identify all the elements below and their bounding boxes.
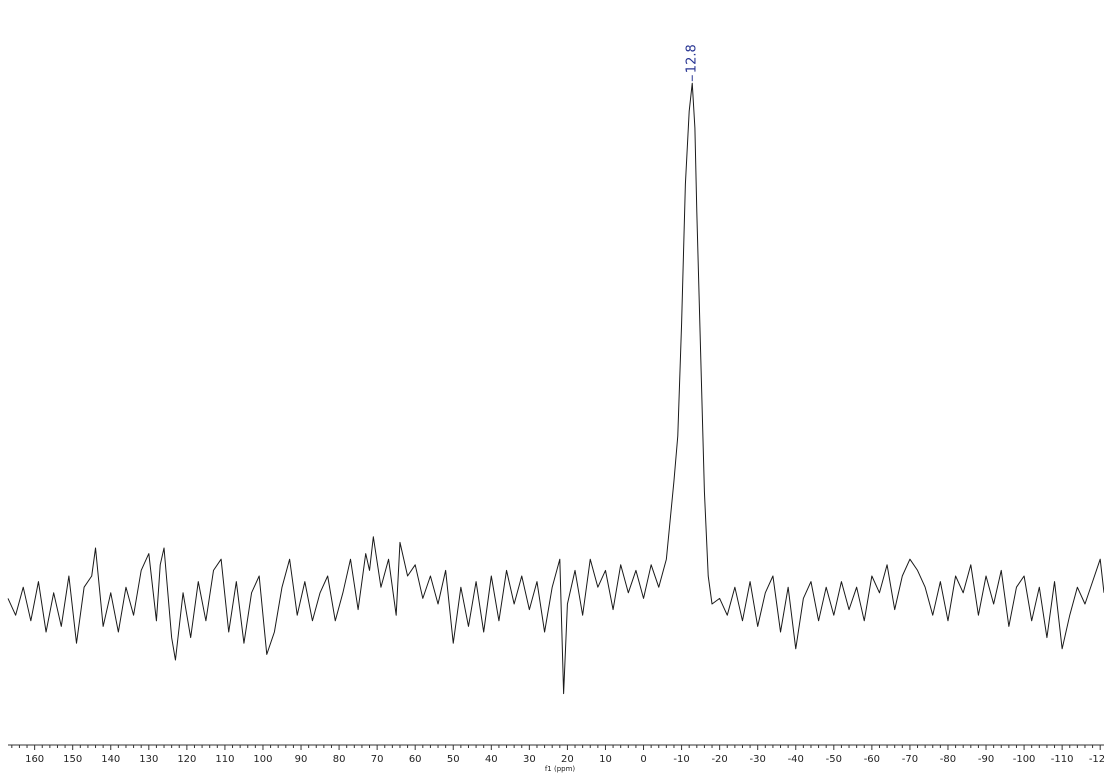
x-tick-label: -110 — [1051, 754, 1074, 765]
x-tick-label: 90 — [295, 754, 308, 765]
x-tick-label: 20 — [561, 754, 574, 765]
x-tick-label: 0 — [640, 754, 646, 765]
x-tick-label: 130 — [139, 754, 158, 765]
peak-annotation: 12.8 — [685, 44, 700, 82]
x-tick-label: -50 — [826, 754, 842, 765]
x-tick-label: 40 — [485, 754, 498, 765]
trace-layer — [7, 82, 1104, 695]
x-tick-label: -10 — [673, 754, 689, 765]
x-tick-label: -70 — [902, 754, 918, 765]
x-tick-label: 160 — [25, 754, 44, 765]
annotation-layer: 12.8 — [685, 44, 700, 82]
x-tick-label: -30 — [750, 754, 766, 765]
x-axis-label: f1 (ppm) — [545, 765, 576, 773]
x-tick-label: -20 — [711, 754, 727, 765]
x-tick-label: -60 — [864, 754, 880, 765]
x-tick-label: 80 — [333, 754, 346, 765]
peak-label: 12.8 — [685, 44, 700, 73]
x-tick-label: 30 — [523, 754, 536, 765]
x-tick-label: -80 — [940, 754, 956, 765]
x-tick-label: 50 — [447, 754, 460, 765]
x-tick-label: 60 — [409, 754, 422, 765]
x-tick-label: 100 — [253, 754, 272, 765]
x-tick-label: 70 — [371, 754, 384, 765]
x-tick-label: -90 — [978, 754, 994, 765]
x-tick-label: -40 — [788, 754, 804, 765]
x-tick-label: -120 — [1089, 754, 1104, 765]
x-tick-label: 150 — [63, 754, 82, 765]
x-tick-label: 120 — [177, 754, 196, 765]
x-tick-label: 10 — [599, 754, 612, 765]
x-tick-label: -100 — [1013, 754, 1036, 765]
x-tick-label: 140 — [101, 754, 120, 765]
x-axis: 160 150 140 130 120 110 100 90 80 70 60 50 40 30 20 10 0… — [8, 744, 1104, 765]
x-tick-label: 110 — [215, 754, 234, 765]
spectrum-trace — [7, 82, 1104, 695]
